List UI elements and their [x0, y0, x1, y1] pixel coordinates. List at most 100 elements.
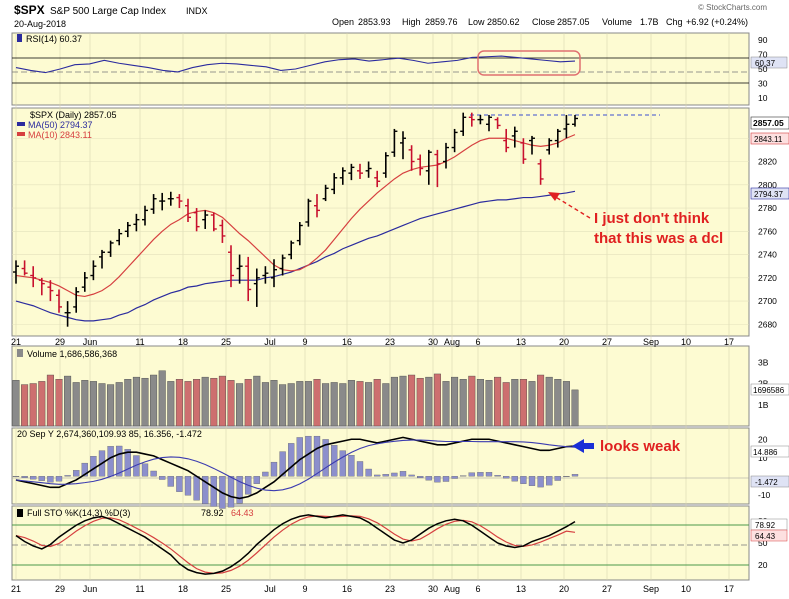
- ma10-legend-text: MA(10) 2843.11: [28, 130, 92, 140]
- macd-histogram-bar: [571, 474, 579, 477]
- volume-bar: [218, 375, 226, 427]
- ohlc-readout: Open 2853.93 High 2859.76 Low 2850.62 Cl…: [332, 17, 748, 27]
- volume-bar: [502, 382, 510, 427]
- macd-histogram-bar: [365, 468, 372, 477]
- volume-bar: [193, 379, 201, 427]
- low-value: 2850.62: [487, 17, 520, 27]
- volume-bar: [304, 381, 312, 427]
- volume-bar: [158, 370, 166, 427]
- sto-legend: Full STO %K(14,3) %D(3) 78.92 64.43: [17, 508, 254, 518]
- macd-histogram-bar: [279, 451, 286, 477]
- macd-histogram-bar: [116, 445, 123, 477]
- macd-histogram-bar: [494, 475, 501, 477]
- volume-bar: [373, 379, 381, 427]
- volume-bar: [425, 376, 433, 427]
- volume-legend-swatch: [17, 349, 23, 357]
- macd-value-box: [750, 445, 789, 458]
- macd-histogram-bar: [184, 476, 192, 496]
- macd-histogram-bar: [81, 462, 88, 477]
- volume-bar: [459, 379, 467, 427]
- rsi-tick-label: 90: [758, 35, 768, 45]
- x-axis-label-bottom: 17: [724, 584, 734, 594]
- macd-histogram-bar: [442, 476, 450, 482]
- volume-bar: [433, 373, 441, 427]
- macd-histogram-bar: [262, 471, 269, 477]
- x-axis-label-bottom: 10: [681, 584, 691, 594]
- annotation-arrow-shaft: [553, 195, 591, 219]
- sto-legend-k: 78.92: [201, 508, 224, 518]
- high-label: High: [402, 17, 421, 27]
- grid-layer: [12, 33, 749, 580]
- close-value: 2857.05: [557, 17, 590, 27]
- sto-legend-prefix: Full STO %K(14,3) %D(3): [27, 508, 130, 518]
- exchange-label: INDX: [186, 6, 208, 16]
- price-tick-label: 2780: [758, 203, 777, 213]
- chart-date: 20-Aug-2018: [14, 19, 66, 29]
- price-tick-label: 2760: [758, 226, 777, 236]
- volume-bars: [12, 370, 579, 427]
- volume-bar: [382, 383, 390, 427]
- volume-bar: [29, 383, 37, 427]
- volume-bar: [416, 377, 424, 427]
- macd-histogram-bar: [313, 435, 321, 477]
- volume-bar: [184, 381, 192, 427]
- macd-histogram-bar: [210, 476, 217, 507]
- macd-histogram-bar: [322, 439, 329, 477]
- macd-histogram-bar: [417, 476, 424, 479]
- macd-tick-label: 10: [758, 453, 768, 463]
- volume-bar: [175, 379, 183, 427]
- watermark: © StockCharts.com: [698, 3, 767, 12]
- volume-bar: [287, 383, 295, 427]
- rsi-panel: [11, 32, 750, 106]
- x-axis-label-bottom: 11: [135, 584, 144, 594]
- volume-bar: [98, 383, 106, 427]
- macd-histogram-bar: [253, 476, 260, 484]
- volume-value-box: [750, 383, 789, 396]
- macd-histogram-bar: [391, 472, 398, 477]
- macd-line: [15, 436, 576, 500]
- ma10-price-label: 2843.11: [754, 135, 783, 144]
- x-axis-label: 10: [681, 337, 691, 347]
- macd-histogram-bar: [227, 476, 235, 508]
- chg-label: Chg: [666, 17, 683, 27]
- macd-histogram-bar: [520, 476, 527, 484]
- rsi-tick-label: 50: [758, 64, 768, 74]
- x-axis-label-bottom: 30: [428, 584, 438, 594]
- volume-bar: [227, 380, 235, 427]
- sto-panel: [11, 505, 750, 581]
- macd-histogram-bar: [55, 476, 63, 482]
- high-value: 2859.76: [425, 17, 458, 27]
- volume-bar: [408, 374, 416, 427]
- price-tick-label: 2820: [758, 157, 777, 167]
- volume-bar: [236, 383, 244, 427]
- low-label: Low: [468, 17, 485, 27]
- sto-tick-label: 50: [758, 538, 768, 548]
- rsi-tick-label: 30: [758, 78, 768, 88]
- macd-histogram-bar: [374, 474, 381, 477]
- x-axis-label-bottom: 18: [178, 584, 188, 594]
- x-axis-label-bottom: 20: [559, 584, 569, 594]
- macd-histogram-bar: [537, 476, 544, 488]
- volume-bar: [150, 374, 158, 427]
- macd-histogram-bar: [399, 471, 407, 477]
- volume-bar: [537, 374, 545, 427]
- volume-bar: [55, 379, 63, 427]
- ma50-legend-swatch: [17, 122, 25, 126]
- volume-tick-label: 2B: [758, 379, 769, 389]
- rsi-tick-label: 10: [758, 93, 768, 103]
- volume-bar: [528, 381, 536, 427]
- macd-histogram-bar: [159, 476, 166, 480]
- volume-bar: [124, 379, 132, 427]
- price-panel: [11, 107, 750, 337]
- x-axis-label: 20: [559, 337, 569, 347]
- macd-histogram-bar: [133, 455, 140, 477]
- x-axis-label-bottom: 29: [55, 584, 65, 594]
- volume-bar: [46, 374, 54, 427]
- x-axis-label-bottom: 13: [516, 584, 526, 594]
- volume-bar: [201, 376, 209, 427]
- volume-bar: [365, 382, 373, 427]
- macd-histogram-bar: [193, 476, 200, 501]
- macd-histogram-bar: [30, 476, 37, 480]
- x-axis-label-bottom: 25: [221, 584, 231, 594]
- x-axis-label: 18: [178, 337, 188, 347]
